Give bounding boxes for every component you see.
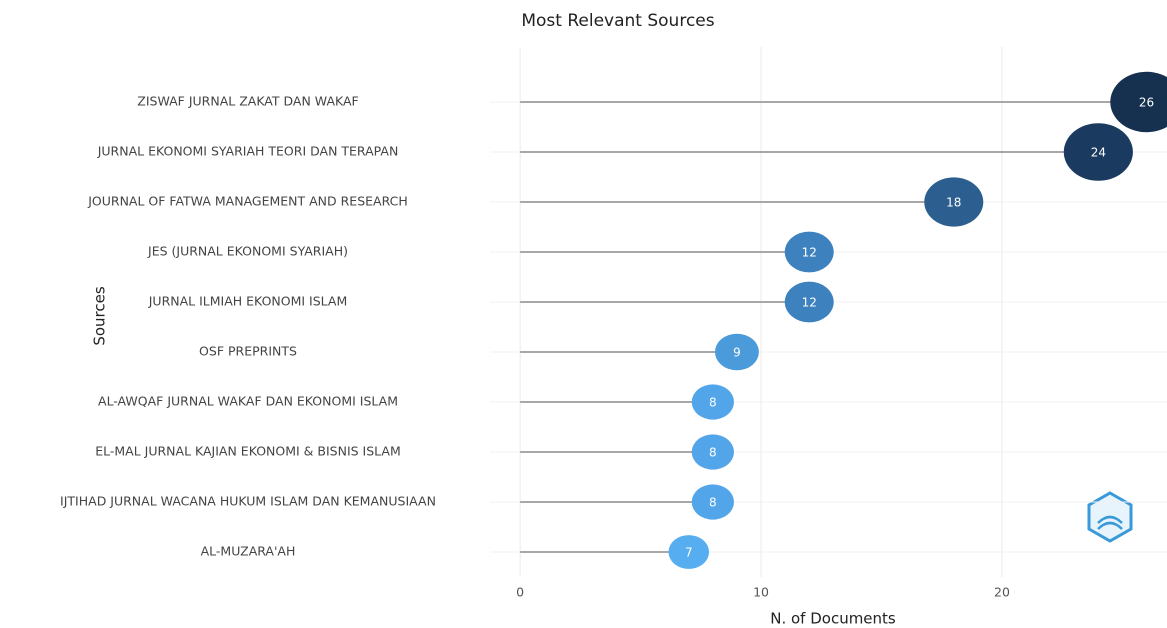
data-label: 8 — [709, 396, 717, 410]
y-tick-label: AL-MUZARA'AH — [201, 544, 296, 559]
y-tick-label: JOURNAL OF FATWA MANAGEMENT AND RESEARCH — [87, 194, 408, 209]
data-label: 18 — [946, 196, 961, 210]
data-label: 12 — [802, 296, 817, 310]
data-label: 8 — [709, 446, 717, 460]
x-tick-label: 20 — [994, 585, 1010, 600]
y-axis-label: Sources — [91, 286, 109, 346]
y-tick-label: JURNAL EKONOMI SYARIAH TEORI DAN TERAPAN — [97, 144, 399, 159]
bubble — [1110, 71, 1167, 133]
x-axis-label: N. of Documents — [770, 610, 896, 628]
data-label: 7 — [685, 546, 693, 560]
bubble — [924, 177, 984, 227]
chart-title: Most Relevant Sources — [521, 11, 714, 31]
data-label: 8 — [709, 496, 717, 510]
bubble — [691, 484, 734, 520]
y-tick-label: IJTIHAD JURNAL WACANA HUKUM ISLAM DAN KE… — [60, 494, 436, 509]
data-label: 9 — [733, 346, 741, 360]
data-label: 12 — [802, 246, 817, 260]
bubble — [714, 333, 759, 371]
logo — [1087, 491, 1133, 543]
data-label: 26 — [1139, 96, 1154, 110]
y-tick-label: EL-MAL JURNAL KAJIAN EKONOMI & BISNIS IS… — [95, 444, 401, 459]
y-tick-label: JURNAL ILMIAH EKONOMI ISLAM — [148, 294, 348, 309]
y-tick-label: ZISWAF JURNAL ZAKAT DAN WAKAF — [137, 94, 358, 109]
bubble — [784, 231, 834, 273]
y-tick-label: OSF PREPRINTS — [199, 344, 297, 359]
x-tick-label: 0 — [516, 585, 524, 600]
bubble — [691, 384, 734, 420]
bubble — [691, 434, 734, 470]
bubble — [668, 535, 710, 569]
x-tick-label: 10 — [753, 585, 769, 600]
y-tick-label: AL-AWQAF JURNAL WAKAF DAN EKONOMI ISLAM — [98, 394, 398, 409]
data-label: 24 — [1091, 146, 1106, 160]
bubble — [784, 281, 834, 323]
y-tick-label: JES (JURNAL EKONOMI SYARIAH) — [147, 244, 348, 259]
bubble — [1063, 123, 1133, 181]
